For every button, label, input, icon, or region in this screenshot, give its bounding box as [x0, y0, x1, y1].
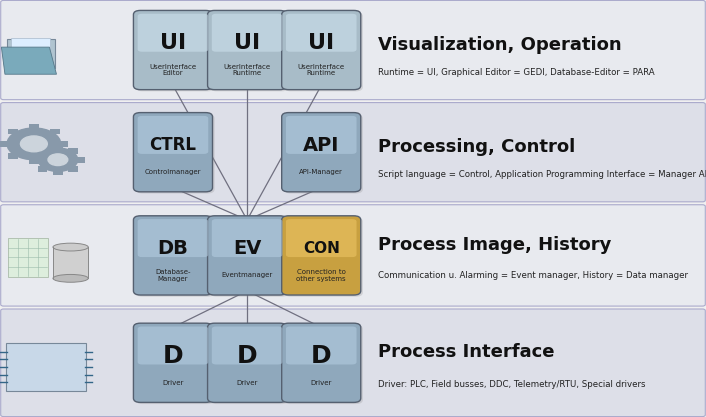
FancyBboxPatch shape [282, 10, 361, 90]
FancyBboxPatch shape [210, 12, 289, 91]
FancyBboxPatch shape [286, 219, 357, 257]
FancyBboxPatch shape [136, 114, 215, 193]
FancyBboxPatch shape [8, 128, 18, 134]
FancyBboxPatch shape [6, 343, 86, 391]
FancyBboxPatch shape [282, 323, 361, 402]
FancyBboxPatch shape [212, 327, 282, 364]
FancyBboxPatch shape [208, 216, 287, 295]
FancyBboxPatch shape [212, 219, 282, 257]
FancyBboxPatch shape [37, 148, 47, 153]
FancyBboxPatch shape [286, 327, 357, 364]
Text: Visualization, Operation: Visualization, Operation [378, 36, 621, 54]
Text: Driver: Driver [237, 379, 258, 386]
Text: Process Interface: Process Interface [378, 343, 554, 361]
Text: UI: UI [234, 33, 261, 53]
FancyBboxPatch shape [1, 0, 705, 100]
FancyBboxPatch shape [284, 325, 363, 404]
FancyBboxPatch shape [212, 14, 282, 52]
Text: Controlmanager: Controlmanager [145, 169, 201, 175]
Text: UserInterface
Runtime: UserInterface Runtime [224, 64, 270, 76]
FancyBboxPatch shape [210, 218, 289, 297]
FancyBboxPatch shape [7, 39, 55, 68]
FancyBboxPatch shape [68, 148, 78, 153]
Text: UI: UI [308, 33, 335, 53]
Text: CTRL: CTRL [150, 136, 196, 154]
Text: Database-
Manager: Database- Manager [155, 269, 191, 281]
FancyBboxPatch shape [75, 157, 85, 163]
FancyBboxPatch shape [1, 103, 705, 202]
FancyBboxPatch shape [68, 166, 78, 172]
Text: UserInterface
Editor: UserInterface Editor [150, 64, 196, 76]
FancyBboxPatch shape [136, 218, 215, 297]
FancyBboxPatch shape [208, 323, 287, 402]
FancyBboxPatch shape [282, 113, 361, 192]
FancyBboxPatch shape [138, 219, 208, 257]
FancyBboxPatch shape [8, 239, 48, 277]
Polygon shape [1, 47, 56, 74]
Text: Script language = Control, Application Programming Interface = Manager API: Script language = Control, Application P… [378, 170, 706, 179]
Circle shape [7, 128, 61, 160]
FancyBboxPatch shape [1, 309, 705, 417]
Circle shape [20, 136, 47, 152]
Text: Runtime = UI, Graphical Editor = GEDI, Database-Editor = PARA: Runtime = UI, Graphical Editor = GEDI, D… [378, 68, 654, 77]
Text: Connection to
other systems: Connection to other systems [297, 269, 346, 281]
FancyBboxPatch shape [210, 325, 289, 404]
FancyBboxPatch shape [286, 116, 357, 154]
FancyBboxPatch shape [286, 14, 357, 52]
Text: UI: UI [160, 33, 186, 53]
FancyBboxPatch shape [133, 323, 213, 402]
FancyBboxPatch shape [284, 114, 363, 193]
FancyBboxPatch shape [31, 157, 41, 163]
FancyBboxPatch shape [29, 158, 39, 164]
FancyBboxPatch shape [50, 128, 60, 134]
FancyBboxPatch shape [282, 216, 361, 295]
FancyBboxPatch shape [138, 14, 208, 52]
Text: D: D [162, 344, 184, 368]
FancyBboxPatch shape [138, 327, 208, 364]
Text: D: D [311, 344, 332, 368]
Text: D: D [237, 344, 258, 368]
Text: Driver: Driver [311, 379, 332, 386]
Text: EV: EV [233, 239, 261, 258]
FancyBboxPatch shape [53, 170, 63, 176]
Ellipse shape [53, 243, 88, 251]
Text: Driver: Driver [162, 379, 184, 386]
FancyBboxPatch shape [284, 12, 363, 91]
FancyBboxPatch shape [1, 205, 705, 306]
Text: API-Manager: API-Manager [299, 169, 343, 175]
FancyBboxPatch shape [50, 153, 60, 159]
FancyBboxPatch shape [29, 123, 39, 129]
FancyBboxPatch shape [133, 216, 213, 295]
Text: Process Image, History: Process Image, History [378, 236, 611, 254]
Text: CON: CON [303, 241, 340, 256]
FancyBboxPatch shape [138, 116, 208, 154]
FancyBboxPatch shape [0, 141, 9, 147]
Text: Communication u. Alarming = Event manager, History = Data manager: Communication u. Alarming = Event manage… [378, 271, 688, 280]
FancyBboxPatch shape [53, 144, 63, 150]
FancyBboxPatch shape [11, 38, 51, 57]
Text: DB: DB [157, 239, 189, 258]
FancyBboxPatch shape [37, 166, 47, 172]
FancyBboxPatch shape [59, 141, 68, 147]
FancyBboxPatch shape [8, 153, 18, 159]
Circle shape [38, 148, 78, 171]
Polygon shape [22, 67, 37, 73]
Text: API: API [303, 136, 340, 155]
FancyBboxPatch shape [136, 325, 215, 404]
FancyBboxPatch shape [133, 10, 213, 90]
FancyBboxPatch shape [208, 10, 287, 90]
Ellipse shape [53, 274, 88, 282]
Text: Processing, Control: Processing, Control [378, 138, 575, 156]
Text: Driver: PLC, Field busses, DDC, Telemetry/RTU, Special drivers: Driver: PLC, Field busses, DDC, Telemetr… [378, 380, 645, 389]
Text: Eventmanager: Eventmanager [222, 272, 273, 278]
FancyBboxPatch shape [53, 247, 88, 279]
Circle shape [48, 154, 68, 166]
Text: UserInterface
Runtime: UserInterface Runtime [298, 64, 345, 76]
FancyBboxPatch shape [133, 113, 213, 192]
FancyBboxPatch shape [284, 218, 363, 297]
FancyBboxPatch shape [136, 12, 215, 91]
